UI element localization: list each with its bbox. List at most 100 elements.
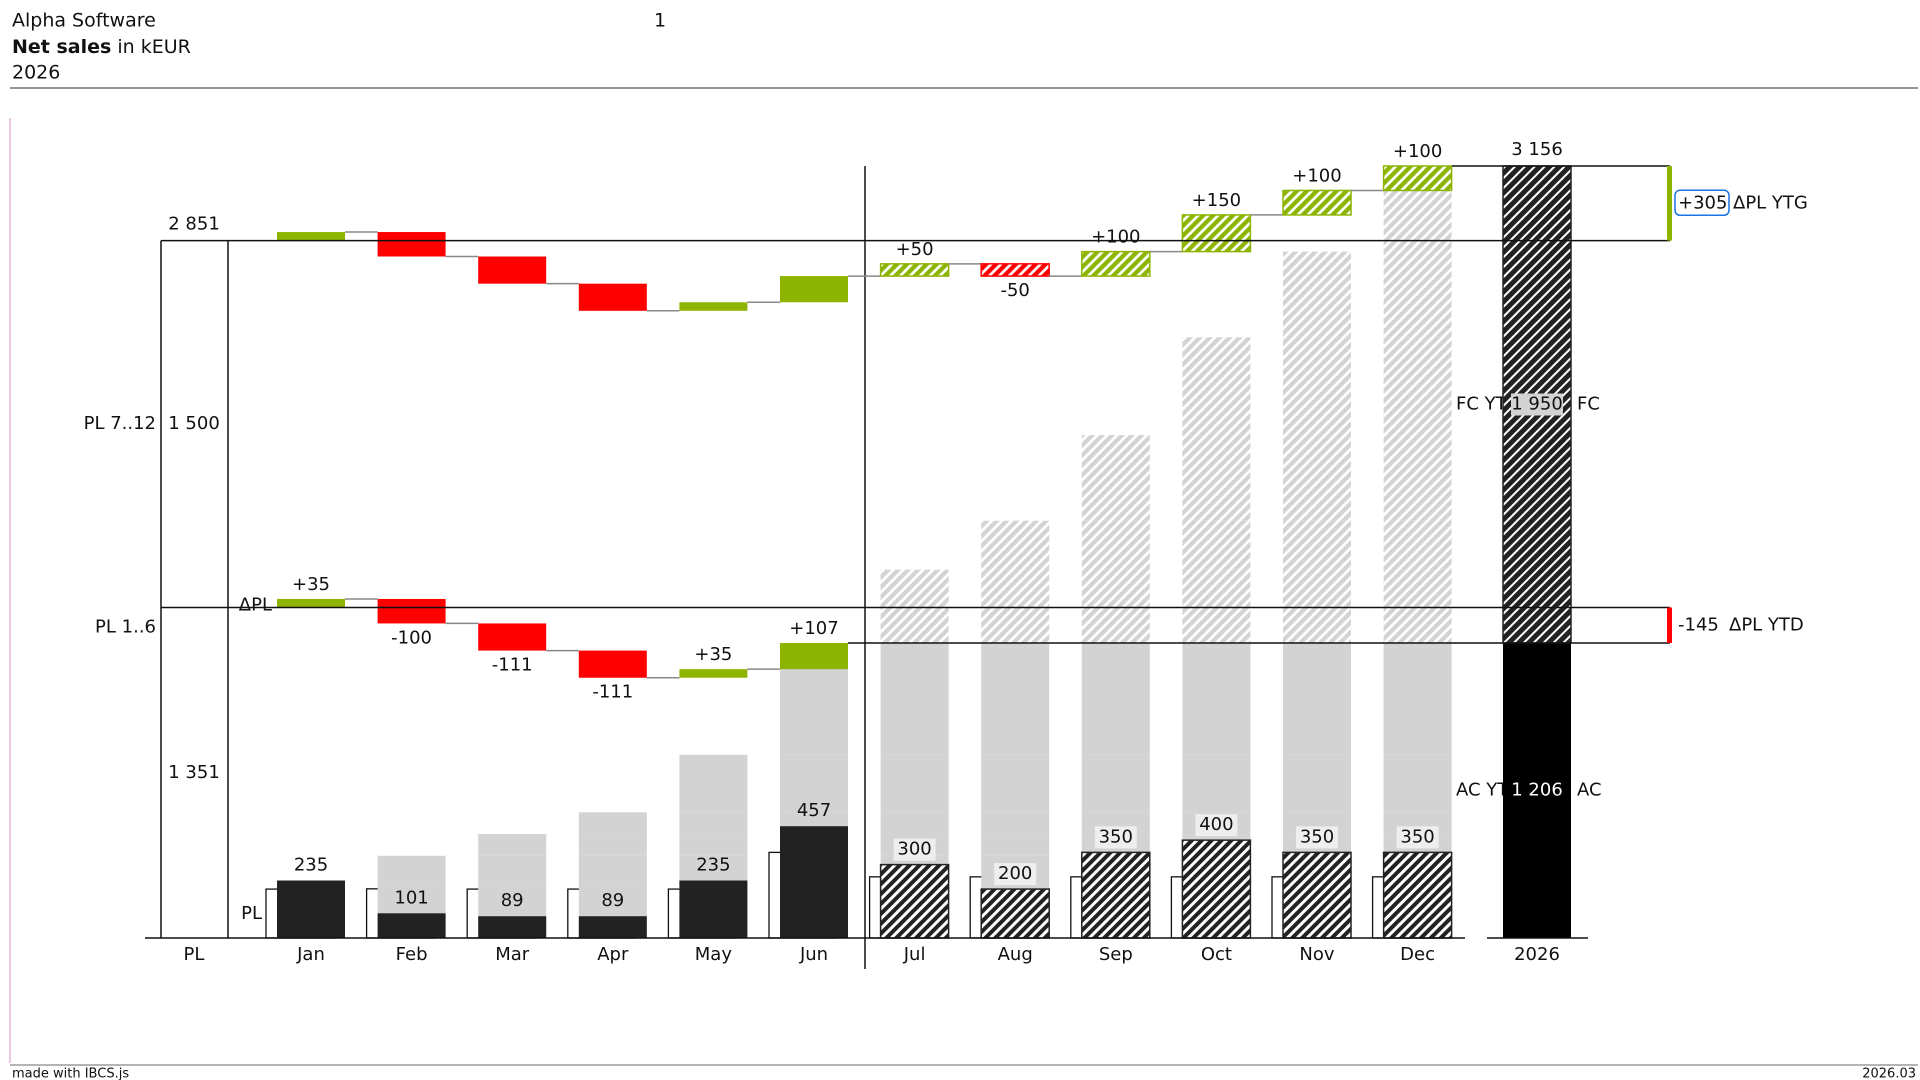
x-tick-label: Apr [597, 944, 629, 965]
cumulative-segment [1283, 435, 1351, 521]
fc-ytg-label: 1 950 [1511, 393, 1563, 414]
delta-label: +50 [896, 239, 934, 260]
x-tick-label: Jun [799, 944, 828, 965]
cumulative-segment [679, 834, 748, 856]
x-tick-label: Nov [1299, 944, 1334, 965]
ac-bar [578, 916, 647, 938]
delta-bar [377, 232, 446, 257]
ac-bar [478, 916, 547, 938]
fc-bar [980, 888, 1050, 939]
delta-bar [277, 232, 345, 241]
delta-bar [478, 623, 547, 651]
delta-bar [1382, 165, 1453, 192]
cumulative-segment [478, 834, 547, 856]
x-tick-label: May [695, 944, 733, 965]
unit: in kEUR [117, 36, 190, 58]
delta-bar [578, 283, 647, 311]
value-label: 457 [797, 800, 831, 821]
value-label: 235 [696, 855, 730, 876]
cumulative-segment [1081, 754, 1150, 813]
cumulative-segment [1383, 520, 1452, 570]
cumulative-segment [1383, 569, 1452, 643]
pl-ytg-name: PL 7..12 [84, 413, 156, 434]
x-tick-label: Jul [903, 944, 926, 965]
delta-bar [377, 598, 446, 624]
value-label: 350 [1300, 826, 1334, 847]
cumulative-segment [880, 812, 949, 835]
cumulative-segment [1283, 337, 1351, 436]
cumulative-segment [1182, 337, 1251, 436]
delta-label: +35 [292, 574, 330, 595]
cumulative-segment [679, 812, 748, 835]
chart-title: Net sales in kEUR [12, 36, 191, 58]
delta-label: -111 [592, 682, 633, 703]
delta-bar [679, 669, 748, 678]
delta-bar [1181, 214, 1252, 253]
page-number: 1 [654, 10, 666, 32]
ac-bar [377, 913, 446, 938]
cumulative-segment [1383, 435, 1452, 521]
delta-ytd-label: -145 [1678, 614, 1719, 635]
focus-box[interactable] [1674, 189, 1730, 217]
fc-bar [1382, 851, 1453, 939]
delta-label: +35 [694, 644, 732, 665]
x-tick-label: Jan [296, 944, 325, 965]
delta-bar [1081, 250, 1151, 277]
ac-short: AC [1577, 779, 1602, 800]
cumulative-segment [578, 812, 647, 835]
cumulative-segment [880, 754, 949, 813]
delta-legend: ΔPL [239, 595, 272, 616]
cumulative-segment [1383, 642, 1452, 755]
x-tick-label: PL [184, 944, 205, 965]
ac-ytd-label: 1 206 [1511, 779, 1563, 800]
label-bg [1094, 826, 1137, 849]
value-label: 89 [501, 890, 524, 911]
delta-ytg-bar [1667, 166, 1672, 241]
delta-label: +107 [789, 618, 838, 639]
cumulative-segment [1081, 569, 1150, 643]
cumulative-segment [578, 834, 647, 856]
cumulative-segment [981, 569, 1050, 643]
delta-bar [780, 642, 848, 670]
ac-bar [679, 880, 748, 938]
cumulative-segment [679, 855, 748, 881]
cumulative-segment [880, 642, 949, 755]
delta-bar [780, 276, 848, 303]
delta-bar [679, 302, 748, 311]
credit: made with IBCS.js [12, 1067, 129, 1080]
cumulative-segment [1182, 754, 1251, 813]
pl-ytd-label: 1 351 [168, 762, 220, 783]
delta-ytg-name: ΔPL YTG [1733, 192, 1808, 213]
x-tick-label: Mar [495, 944, 530, 965]
x-tick-label: Oct [1201, 944, 1232, 965]
fc-short: FC [1577, 393, 1600, 414]
label-bg [1296, 826, 1338, 849]
value-label: 101 [394, 887, 428, 908]
cumulative-segment [1383, 251, 1452, 338]
x-tick-label: Dec [1400, 944, 1435, 965]
cumulative-segment [1283, 642, 1351, 755]
x-tick-label: Feb [396, 944, 428, 965]
delta-ytg-label: +305 [1678, 192, 1727, 213]
ac-ytd-bar [1503, 642, 1571, 938]
cumulative-segment [1182, 569, 1251, 643]
delta-label: -100 [391, 627, 432, 648]
ac-bar [277, 880, 345, 938]
pl-ytg-label: 1 500 [168, 413, 220, 434]
cumulative-segment [981, 812, 1050, 835]
delta-bar [478, 256, 547, 284]
x-tick-label: Aug [998, 944, 1033, 965]
pl-total-label: 2 851 [168, 214, 220, 235]
value-label: 350 [1099, 826, 1133, 847]
label-bg [893, 838, 936, 861]
version: 2026.03 [1862, 1067, 1916, 1080]
delta-bar [879, 263, 950, 277]
cumulative-segment [578, 855, 647, 881]
year: 2026 [12, 62, 60, 84]
pl-legend: PL [241, 903, 262, 924]
delta-ytd-bar [1667, 607, 1672, 643]
delta-label: +100 [1091, 227, 1140, 248]
cumulative-segment [1182, 642, 1251, 755]
delta-label: -50 [1000, 280, 1029, 301]
